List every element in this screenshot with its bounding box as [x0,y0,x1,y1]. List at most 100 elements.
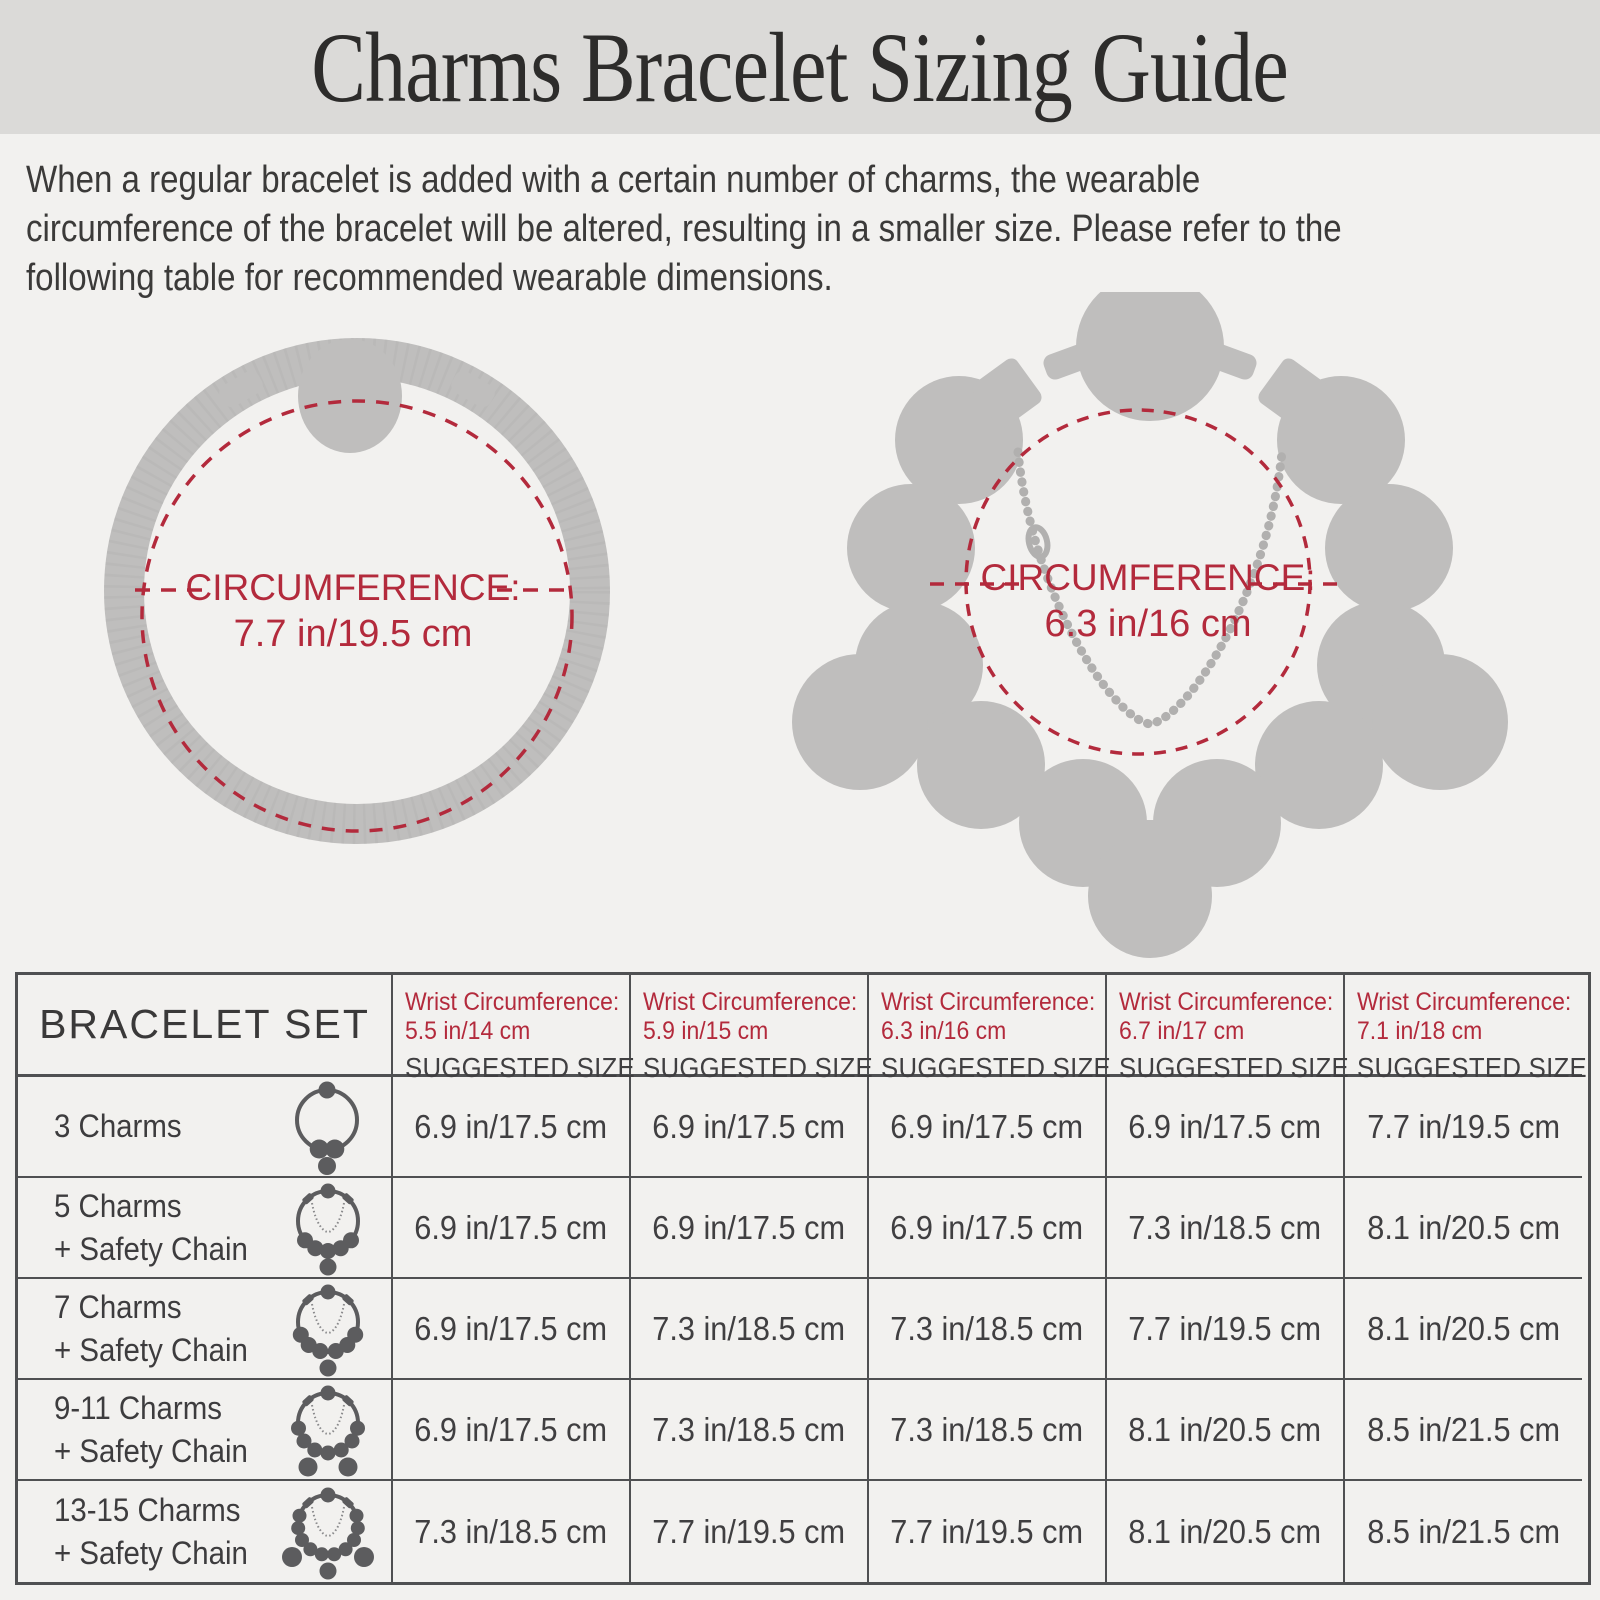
size-value: 6.9 in/17.5 cm [890,1208,1084,1246]
circumference-circle [964,408,1312,756]
wrist-circumference-value: 5.9 in/15 cm [643,1017,769,1045]
circumference-circle [140,399,574,833]
size-cell: 7.3 in/18.5 cm [631,1279,869,1380]
row-name-line2: + Safety Chain [54,1230,248,1267]
column-header: Wrist Circumference: 6.3 in/16 cm SUGGES… [869,975,1111,1083]
size-cell: 7.3 in/18.5 cm [631,1380,869,1481]
stopper-bead [219,370,263,408]
table-row-label: 7 Charms + Safety Chain [18,1279,393,1380]
intro-line: When a regular bracelet is added with a … [26,159,1201,201]
size-cell: 7.7 in/19.5 cm [1107,1279,1345,1380]
page-title: Charms Bracelet Sizing Guide [311,11,1290,123]
intro-line: circumference of the bracelet will be al… [26,208,1342,250]
size-cell: 7.3 in/18.5 cm [393,1481,631,1582]
size-cell: 6.9 in/17.5 cm [631,1178,869,1279]
bracelet-set-icon-7-charms-safety-chain [292,1284,364,1376]
size-value: 7.3 in/18.5 cm [890,1309,1084,1347]
size-cell: 6.9 in/17.5 cm [1107,1077,1345,1178]
size-cell: 7.7 in/19.5 cm [1345,1077,1582,1178]
size-cell: 8.1 in/20.5 cm [1107,1481,1345,1582]
charm-bead [847,484,975,612]
table-header-bracelet-set: BRACELET SET [18,975,393,1077]
stopper-bead [451,370,495,408]
circumference-value: 7.7 in/19.5 cm [234,613,473,655]
size-value: 7.3 in/18.5 cm [414,1512,608,1550]
charm-bead [1255,701,1383,829]
size-value: 8.1 in/20.5 cm [1128,1410,1322,1448]
size-cell: 8.1 in/20.5 cm [1345,1279,1582,1380]
charms-bracelet-silhouette [792,292,1508,958]
clasp-bead [1076,292,1224,421]
sizing-table: BRACELET SET Wrist Circumference: 5.5 in… [15,972,1591,1585]
plain-bracelet-diagram: CIRCUMFERENCE: 7.7 in/19.5 cm [104,338,610,844]
bracelet-silhouette [104,338,610,844]
size-value: 6.9 in/17.5 cm [414,1309,608,1347]
size-value: 8.1 in/20.5 cm [1367,1309,1560,1347]
table-row-label: 9-11 Charms + Safety Chain [18,1380,393,1481]
row-name: 13-15 Charms [54,1491,241,1528]
bracelet-set-icon-3-charms [295,1081,359,1175]
clip-charm [1258,358,1328,428]
safety-chain-clasp [1025,524,1051,560]
bracelet-set-icon-9-11-charms-safety-chain [290,1385,365,1476]
suggested-size-label: SUGGESTED SIZE [643,1052,874,1083]
dangle-charm [1372,654,1508,790]
size-cell: 7.3 in/18.5 cm [869,1380,1107,1481]
size-value: 8.5 in/21.5 cm [1367,1410,1560,1448]
size-value: 8.1 in/20.5 cm [1367,1208,1560,1246]
circumference-annotation: CIRCUMFERENCE: 6.3 in/16 cm [930,408,1348,756]
bracelet-set-label: BRACELET SET [39,1001,370,1047]
size-cell: 6.9 in/17.5 cm [393,1077,631,1178]
size-value: 8.1 in/20.5 cm [1128,1512,1322,1550]
size-value: 6.9 in/17.5 cm [414,1410,608,1448]
size-cell: 7.3 in/18.5 cm [1107,1178,1345,1279]
size-value: 7.3 in/18.5 cm [652,1309,846,1347]
safety-chain [1013,447,1287,729]
size-cell: 8.1 in/20.5 cm [1107,1380,1345,1481]
size-cell: 7.7 in/19.5 cm [869,1481,1107,1582]
row-name: 7 Charms [54,1288,182,1325]
bracelet-set-icon-5-charms-safety-chain [295,1183,360,1275]
size-value: 7.3 in/18.5 cm [1128,1208,1322,1246]
table-row-label: 13-15 Charms + Safety Chain [18,1481,393,1582]
row-name: 9-11 Charms [54,1389,222,1426]
wrist-circumference-label: Wrist Circumference: [881,988,1096,1016]
column-header: Wrist Circumference: 6.7 in/17 cm SUGGES… [1107,975,1349,1083]
bracelet-band-texture [104,338,610,844]
size-cell: 8.1 in/20.5 cm [1345,1178,1582,1279]
wrist-circumference-label: Wrist Circumference: [1357,988,1572,1016]
clip-charm [972,358,1042,428]
size-cell: 6.9 in/17.5 cm [393,1380,631,1481]
row-name-line2: + Safety Chain [54,1432,248,1469]
row-name-line2: + Safety Chain [54,1534,248,1571]
intro-line: following table for recommended wearable… [26,257,833,299]
wrist-circumference-value: 5.5 in/14 cm [405,1017,531,1045]
intro-paragraph: When a regular bracelet is added with a … [26,156,1538,303]
charm-bead [1325,484,1453,612]
size-value: 6.9 in/17.5 cm [414,1107,608,1145]
bracelet-set-icon-13-15-charms-safety-chain [281,1487,374,1579]
size-value: 7.7 in/19.5 cm [652,1512,846,1550]
row-name: 3 Charms [54,1108,182,1144]
column-header: Wrist Circumference: 5.9 in/15 cm SUGGES… [631,975,873,1083]
circumference-label: CIRCUMFERENCE: [185,567,520,608]
table-row-label: 5 Charms + Safety Chain [18,1178,393,1279]
circumference-label: CIRCUMFERENCE: [980,557,1315,598]
size-value: 6.9 in/17.5 cm [652,1107,846,1145]
size-value: 7.7 in/19.5 cm [1367,1107,1560,1145]
size-value: 7.7 in/19.5 cm [1128,1309,1322,1347]
wrist-circumference-value: 6.3 in/16 cm [881,1017,1007,1045]
row-name: 5 Charms [54,1187,182,1224]
size-value: 6.9 in/17.5 cm [652,1208,846,1246]
size-value: 7.3 in/18.5 cm [652,1410,846,1448]
table-row-label: 3 Charms [18,1077,393,1178]
suggested-size-label: SUGGESTED SIZE [881,1052,1112,1083]
column-header: Wrist Circumference: 7.1 in/18 cm SUGGES… [1345,975,1587,1083]
size-value: 7.3 in/18.5 cm [890,1410,1084,1448]
clasp-bead [298,339,402,453]
wrist-circumference-label: Wrist Circumference: [643,988,858,1016]
size-value: 8.5 in/21.5 cm [1367,1512,1560,1550]
size-value: 7.7 in/19.5 cm [890,1512,1084,1550]
size-cell: 6.9 in/17.5 cm [631,1077,869,1178]
size-value: 6.9 in/17.5 cm [414,1208,608,1246]
